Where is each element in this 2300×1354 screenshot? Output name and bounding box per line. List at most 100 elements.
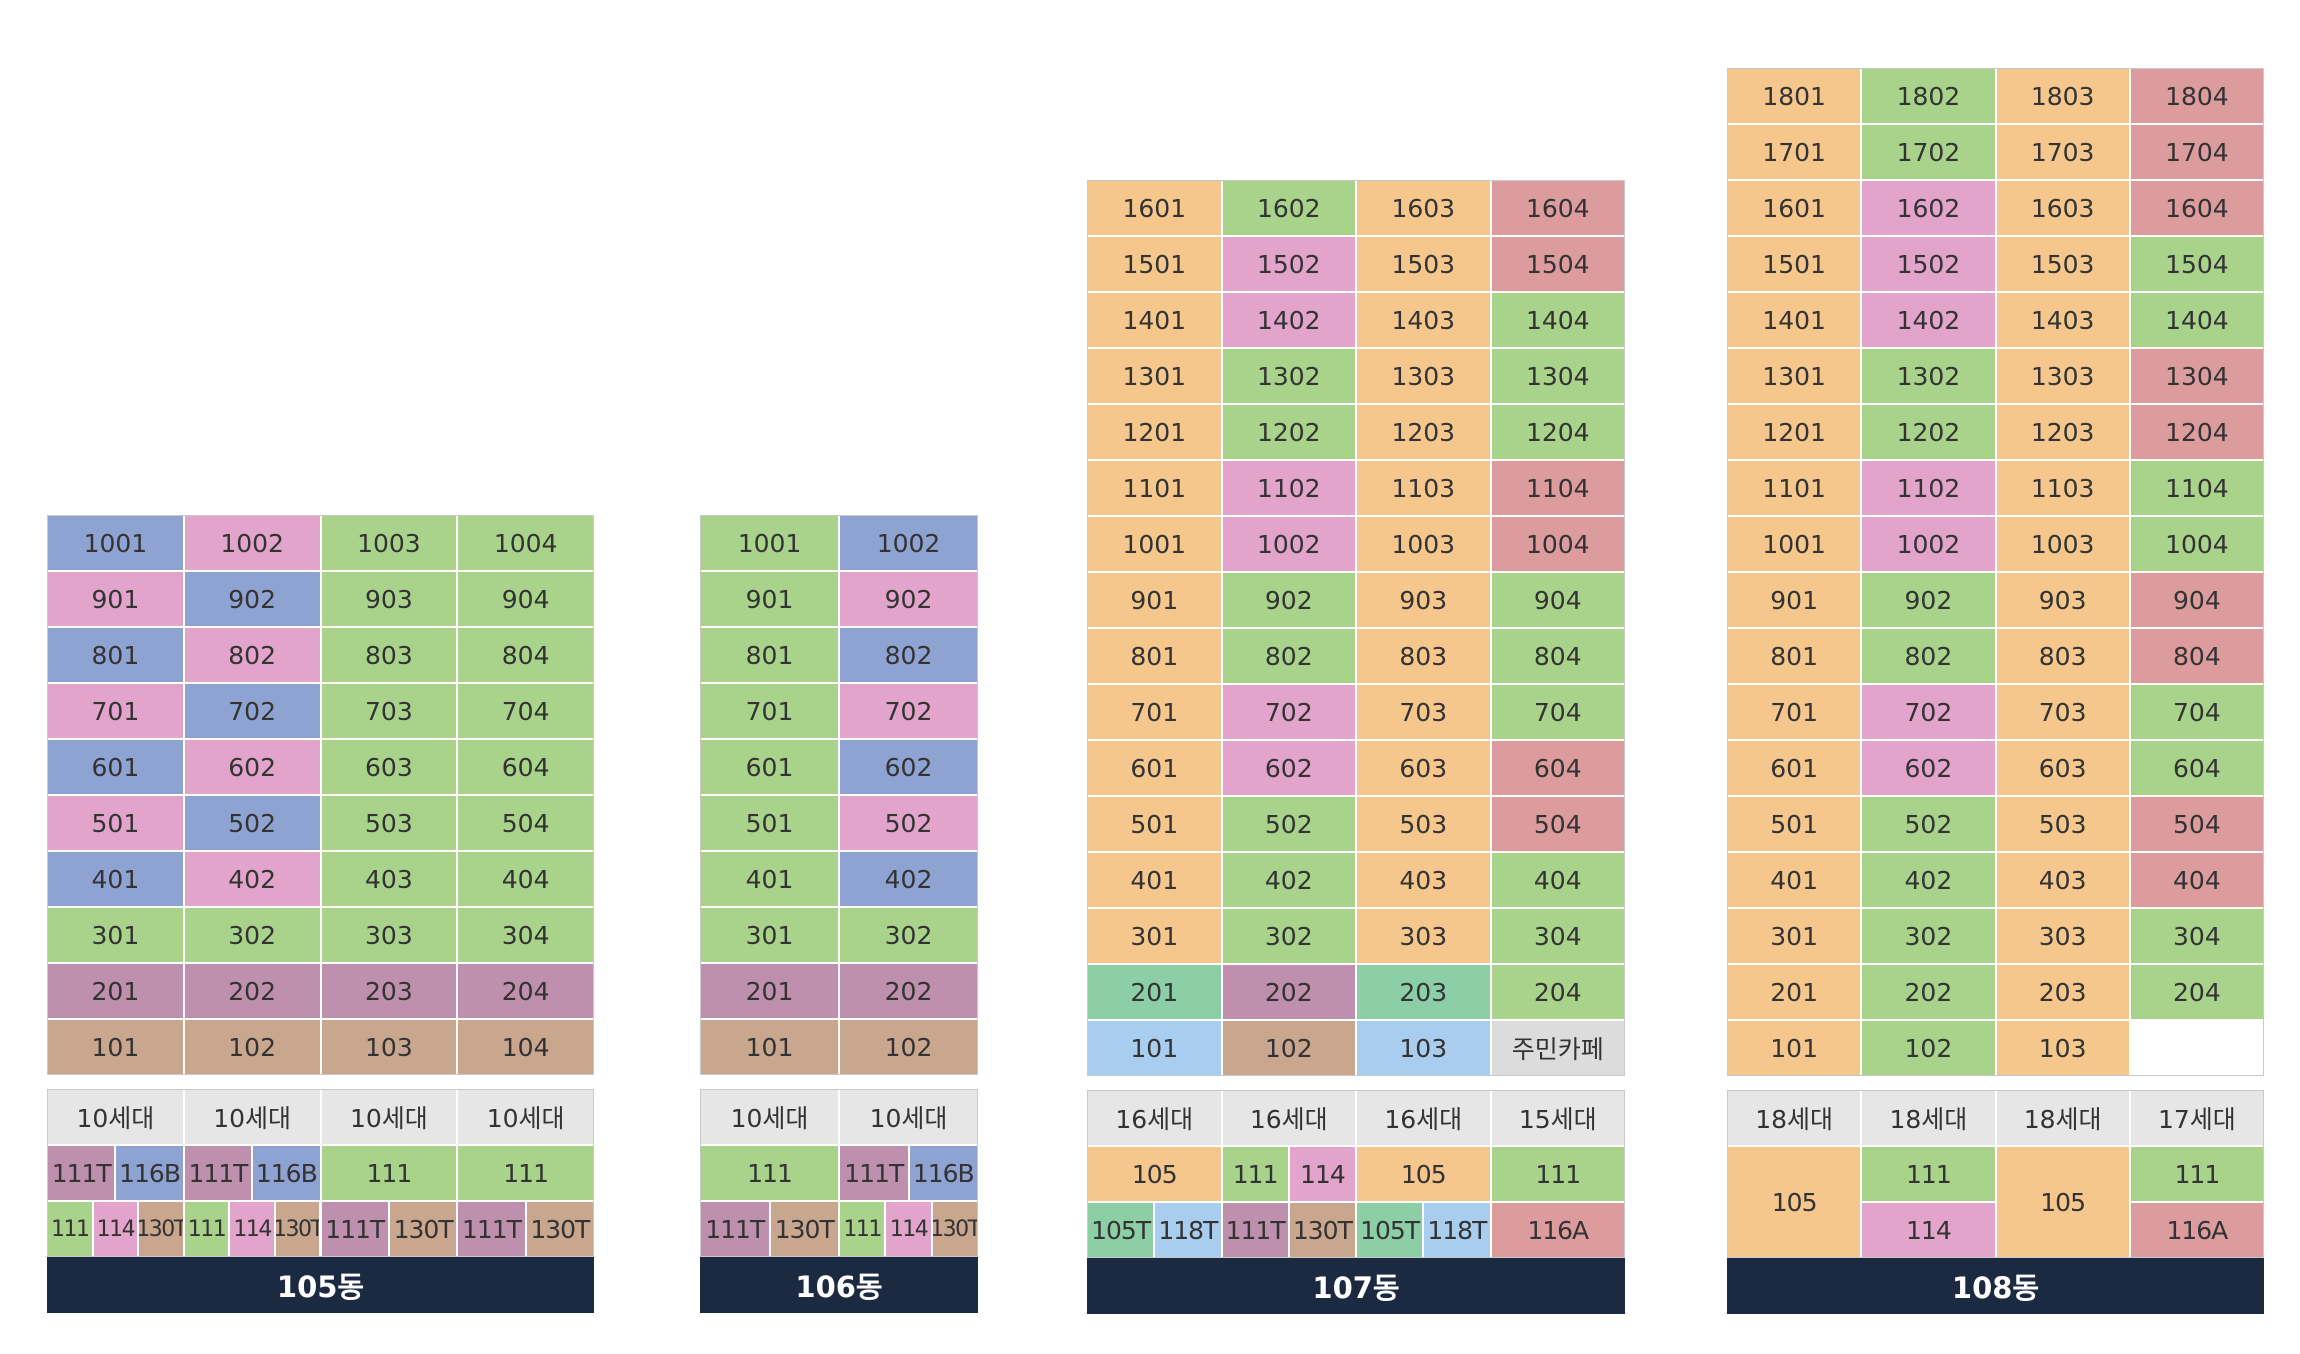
unit-cell: 902: [1220, 573, 1355, 627]
floor-row: 201 202 203 204: [1088, 963, 1624, 1019]
unit-cell: 1201: [1088, 405, 1221, 459]
unit-cell: 102: [182, 1020, 320, 1074]
building-105: 1001 1002 1003 1004 901 902 903 904 801 802 803 804…: [47, 515, 594, 1313]
unit-cell: 804: [1489, 629, 1624, 683]
unit-type: 116A: [2130, 1203, 2263, 1257]
unit-cell: 1004: [2128, 517, 2263, 571]
unit-cell: 주민카페: [1489, 1021, 1624, 1075]
unit-summary: 16세대 105 105T 118T 16세대 111 114 111T 130T 16세대 105…: [1087, 1090, 1625, 1258]
floor-row: 901 902: [701, 570, 977, 626]
floor-row: 201 202 203 204: [48, 962, 593, 1018]
unit-cell: 804: [2128, 629, 2263, 683]
household-count: 16세대: [1088, 1091, 1221, 1145]
unit-cell: 102: [1860, 1021, 1995, 1075]
unit-cell: 1703: [1994, 125, 2129, 179]
unit-cell: 703: [1355, 685, 1490, 739]
unit-cell: 1603: [1994, 181, 2129, 235]
unit-cell: 901: [1728, 573, 1861, 627]
summary-column: 16세대 105 105T 118T: [1088, 1091, 1221, 1257]
unit-cell: 1102: [1220, 461, 1355, 515]
unit-cell: 601: [48, 740, 183, 794]
unit-cell: 603: [319, 740, 457, 794]
unit-type: 130T: [137, 1202, 183, 1256]
unit-cell: 1002: [1860, 517, 1995, 571]
unit-type-slot: 116A: [2130, 1201, 2263, 1257]
floor-row: 201 202: [701, 962, 977, 1018]
unit-cell: 1404: [2128, 293, 2263, 347]
unit-cell: 1202: [1220, 405, 1355, 459]
unit-cell: 1003: [1355, 517, 1490, 571]
household-count: 10세대: [321, 1090, 457, 1144]
unit-type-slot: 111: [1862, 1145, 1995, 1201]
unit-cell: 502: [1220, 797, 1355, 851]
unit-cell: 102: [1220, 1021, 1355, 1075]
unit-cell: 1402: [1220, 293, 1355, 347]
unit-type: 114: [91, 1202, 138, 1256]
unit-cell: 1604: [1489, 181, 1624, 235]
unit-type: 111T: [701, 1202, 769, 1256]
unit-cell: 201: [1088, 965, 1221, 1019]
unit-cell: 602: [1860, 741, 1995, 795]
summary-column: 16세대 105 105T 118T: [1355, 1091, 1490, 1257]
household-count: 10세대: [701, 1090, 838, 1144]
unit-cell: 1203: [1355, 405, 1490, 459]
unit-cell: 303: [319, 908, 457, 962]
floor-row: 701 702 703 704: [1728, 683, 2263, 739]
unit-cell: 302: [1860, 909, 1995, 963]
unit-cell: 1804: [2128, 69, 2263, 123]
unit-cell: 104: [456, 1020, 593, 1074]
unit-cell: 1403: [1355, 293, 1490, 347]
household-count: 18세대: [1996, 1091, 2129, 1145]
unit-summary: 10세대 111T 116B 111 114 130T 10세대 111T 116B 111 114…: [47, 1089, 594, 1257]
summary-column: 10세대 111T 116B 111 114 130T: [838, 1090, 977, 1256]
floor-row: 901 902 903 904: [1088, 571, 1624, 627]
unit-cell: 1502: [1220, 237, 1355, 291]
unit-cell: 303: [1355, 909, 1490, 963]
unit-cell: 701: [701, 684, 838, 738]
unit-cell: 1504: [1489, 237, 1624, 291]
unit-cell: 1102: [1860, 461, 1995, 515]
unit-type: 130T: [387, 1202, 457, 1256]
floor-row: 401 402 403 404: [48, 850, 593, 906]
unit-cell: 101: [1088, 1021, 1221, 1075]
floor-row: 801 802: [701, 626, 977, 682]
unit-cell: 301: [48, 908, 183, 962]
unit-cell: 204: [456, 964, 593, 1018]
unit-cell: 704: [1489, 685, 1624, 739]
unit-type-slot: 111T 130T: [701, 1200, 838, 1256]
floor-row: 801 802 803 804: [1088, 627, 1624, 683]
unit-cell: 202: [182, 964, 320, 1018]
unit-type: 114: [1287, 1147, 1355, 1201]
unit-type: 116B: [907, 1146, 977, 1200]
unit-type: 111: [1222, 1147, 1288, 1201]
unit-cell: 1104: [2128, 461, 2263, 515]
unit-cell: 1601: [1088, 181, 1221, 235]
empty-cell: [2128, 1021, 2263, 1075]
unit-cell: 701: [1088, 685, 1221, 739]
floor-row: 501 502: [701, 794, 977, 850]
unit-cell: 801: [48, 628, 183, 682]
unit-cell: 1203: [1994, 405, 2129, 459]
floor-grid: 1601 1602 1603 1604 1501 1502 1503 1504 1401 1402…: [1087, 180, 1625, 1076]
unit-cell: 704: [2128, 685, 2263, 739]
unit-cell: 102: [838, 1020, 977, 1074]
summary-column: 16세대 111 114 111T 130T: [1220, 1091, 1355, 1257]
unit-cell: 502: [182, 796, 320, 850]
unit-cell: 503: [1994, 797, 2129, 851]
unit-cell: 803: [319, 628, 457, 682]
unit-type: 111T: [458, 1202, 525, 1256]
floor-row: 1001 1002: [701, 516, 977, 570]
unit-type: 111: [1862, 1147, 1995, 1201]
floor-row: 601 602 603 604: [1088, 739, 1624, 795]
unit-type: 114: [228, 1202, 274, 1256]
unit-type-slot: 105: [1088, 1145, 1221, 1201]
unit-type: 111: [48, 1202, 92, 1256]
unit-cell: 101: [48, 1020, 183, 1074]
unit-cell: 1504: [2128, 237, 2263, 291]
unit-cell: 1204: [2128, 405, 2263, 459]
unit-cell: 404: [2128, 853, 2263, 907]
unit-cell: 801: [701, 628, 838, 682]
unit-cell: 401: [1088, 853, 1221, 907]
unit-cell: 203: [1994, 965, 2129, 1019]
floor-row: 1601 1602 1603 1604: [1728, 179, 2263, 235]
